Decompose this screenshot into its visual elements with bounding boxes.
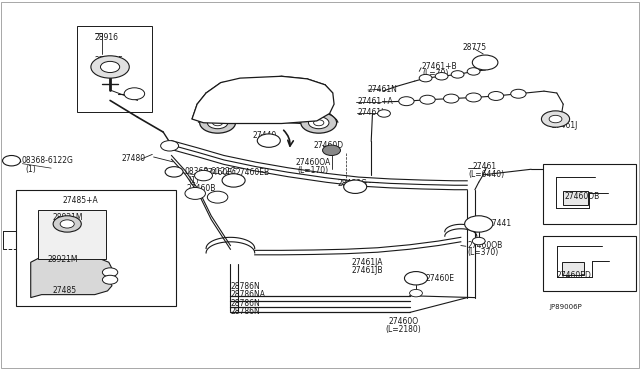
Circle shape bbox=[549, 115, 562, 123]
Text: 28921M: 28921M bbox=[52, 214, 83, 222]
Bar bbox=[563, 191, 588, 205]
Circle shape bbox=[314, 120, 324, 126]
Text: 28916: 28916 bbox=[95, 33, 119, 42]
Circle shape bbox=[466, 93, 481, 102]
Text: 27460O: 27460O bbox=[388, 317, 419, 326]
Text: (1): (1) bbox=[189, 176, 200, 185]
Text: 27460EB: 27460EB bbox=[236, 169, 269, 177]
Circle shape bbox=[511, 89, 526, 98]
Circle shape bbox=[404, 272, 428, 285]
Circle shape bbox=[91, 56, 129, 78]
Bar bbox=[16, 190, 176, 306]
Circle shape bbox=[467, 68, 480, 75]
Circle shape bbox=[100, 61, 120, 73]
Text: 27460D: 27460D bbox=[314, 141, 344, 150]
Text: 27461J: 27461J bbox=[552, 121, 578, 130]
Text: 28786NA: 28786NA bbox=[230, 290, 266, 299]
Text: 27441: 27441 bbox=[488, 219, 512, 228]
Circle shape bbox=[207, 117, 228, 129]
Circle shape bbox=[419, 74, 432, 82]
Circle shape bbox=[435, 73, 448, 80]
Bar bbox=[543, 164, 636, 224]
Circle shape bbox=[541, 111, 570, 127]
Circle shape bbox=[161, 141, 179, 151]
Circle shape bbox=[444, 94, 459, 103]
Circle shape bbox=[301, 112, 337, 133]
Circle shape bbox=[102, 268, 118, 277]
Text: 27460OA: 27460OA bbox=[296, 158, 331, 167]
Text: 27460B: 27460B bbox=[187, 185, 216, 193]
Text: 27461N: 27461N bbox=[368, 85, 398, 94]
Bar bbox=[562, 262, 584, 275]
Text: 27485: 27485 bbox=[52, 286, 77, 295]
Circle shape bbox=[451, 71, 464, 78]
Text: (1): (1) bbox=[26, 165, 36, 174]
Text: 27440: 27440 bbox=[253, 131, 277, 140]
Circle shape bbox=[472, 237, 485, 245]
Text: 27461J: 27461J bbox=[357, 108, 383, 117]
Text: 27461+B: 27461+B bbox=[421, 62, 457, 71]
Text: 27460DB: 27460DB bbox=[564, 192, 600, 201]
Text: 27460E: 27460E bbox=[426, 274, 454, 283]
Text: 08368-6122G: 08368-6122G bbox=[22, 156, 74, 165]
Text: 28775: 28775 bbox=[462, 43, 486, 52]
Text: 28786N: 28786N bbox=[230, 299, 260, 308]
Text: 28480G: 28480G bbox=[338, 179, 368, 187]
Circle shape bbox=[420, 95, 435, 104]
Circle shape bbox=[124, 88, 145, 100]
Text: 27461JA: 27461JA bbox=[352, 258, 383, 267]
Circle shape bbox=[165, 167, 183, 177]
Polygon shape bbox=[192, 76, 334, 124]
Text: 27460OB: 27460OB bbox=[467, 241, 502, 250]
Text: (L=2180): (L=2180) bbox=[385, 325, 421, 334]
Text: 28786N: 28786N bbox=[230, 307, 260, 316]
Circle shape bbox=[53, 216, 81, 232]
Text: 27480F: 27480F bbox=[95, 56, 124, 65]
Text: (L=170): (L=170) bbox=[298, 166, 329, 175]
Circle shape bbox=[60, 220, 74, 228]
Circle shape bbox=[207, 191, 228, 203]
Circle shape bbox=[410, 289, 422, 297]
Circle shape bbox=[465, 216, 493, 232]
Text: (L=370): (L=370) bbox=[467, 248, 499, 257]
Text: 27461: 27461 bbox=[472, 162, 497, 171]
Bar bbox=[38, 210, 106, 259]
Text: 27461JB: 27461JB bbox=[352, 266, 383, 275]
Text: 27460EC: 27460EC bbox=[204, 169, 238, 177]
Bar bbox=[77, 26, 152, 112]
Circle shape bbox=[257, 134, 280, 147]
Circle shape bbox=[323, 145, 340, 155]
Circle shape bbox=[378, 110, 390, 117]
Text: 27480: 27480 bbox=[122, 154, 146, 163]
Circle shape bbox=[488, 92, 504, 100]
Text: 08368-6122G: 08368-6122G bbox=[184, 167, 236, 176]
Text: 27460ED: 27460ED bbox=[557, 271, 591, 280]
Circle shape bbox=[222, 174, 245, 187]
Circle shape bbox=[195, 170, 212, 181]
Text: 27485+A: 27485+A bbox=[63, 196, 99, 205]
Text: (L=6440): (L=6440) bbox=[468, 170, 504, 179]
Circle shape bbox=[308, 117, 329, 129]
Circle shape bbox=[399, 97, 414, 106]
Text: (L=70): (L=70) bbox=[422, 69, 449, 78]
Text: S: S bbox=[172, 169, 176, 174]
Text: S: S bbox=[8, 158, 12, 163]
Polygon shape bbox=[31, 257, 112, 298]
Circle shape bbox=[344, 180, 367, 193]
Circle shape bbox=[472, 55, 498, 70]
Text: 27461+A: 27461+A bbox=[357, 97, 393, 106]
Bar bbox=[543, 236, 636, 291]
Circle shape bbox=[102, 275, 118, 284]
Text: 28786N: 28786N bbox=[230, 282, 260, 291]
Text: 28921M: 28921M bbox=[48, 255, 79, 264]
Text: JP89006P: JP89006P bbox=[549, 304, 582, 310]
Circle shape bbox=[185, 187, 205, 199]
Circle shape bbox=[200, 112, 236, 133]
Circle shape bbox=[212, 120, 223, 126]
Circle shape bbox=[3, 155, 20, 166]
